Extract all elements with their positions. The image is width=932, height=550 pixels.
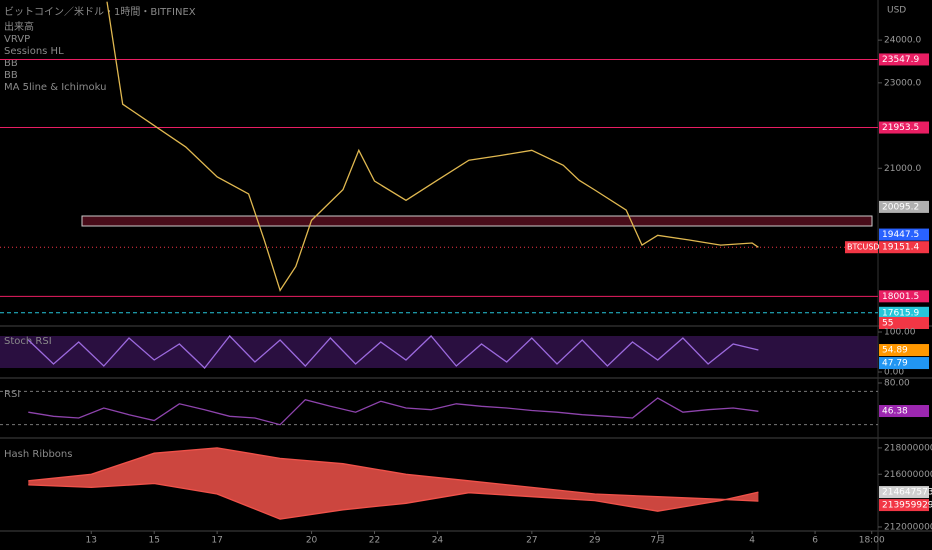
last-value-label-bg [879, 344, 929, 357]
x-tick-label: 6 [812, 536, 818, 546]
last-value-label: 214647573.5 [882, 488, 932, 498]
y-tick-label: 216000000 [884, 470, 932, 480]
x-tick-label: 20 [306, 536, 318, 546]
series-line [106, 1, 759, 292]
price-label-bg [879, 121, 929, 134]
x-tick-label: 18:00 [859, 536, 885, 546]
volume-label: 55 [882, 319, 893, 329]
panel-title: Stoch RSI [4, 336, 52, 347]
price-label-bg [879, 306, 929, 319]
last-price-label: 19151.4 [882, 243, 919, 253]
ribbon-fill [28, 447, 759, 520]
series-line [28, 397, 759, 426]
x-tick-label: 7月 [650, 535, 665, 546]
last-value-label-bg [879, 405, 929, 418]
last-value-label: 47.79 [882, 359, 908, 369]
price-label: 23547.9 [882, 55, 919, 65]
series-line [28, 447, 759, 502]
x-tick-label: 4 [749, 536, 755, 546]
last-value-label-bg [879, 357, 929, 370]
panel-title: Hash Ribbons [4, 449, 72, 460]
x-tick-label: 15 [148, 536, 159, 546]
price-label: 21953.5 [882, 123, 919, 133]
y-tick-label: 212000000 [884, 522, 932, 532]
symbol-bg [845, 241, 878, 254]
indicator-name: VRVP [4, 34, 30, 45]
y-tick-label: 24000.0 [884, 36, 921, 46]
last-price-label-bg [879, 241, 929, 254]
indicator-name: BB [4, 58, 18, 69]
x-tick-label: 13 [86, 536, 97, 546]
indicator-name: BB [4, 70, 18, 81]
price-label-bg [879, 200, 929, 213]
x-tick-label: 22 [369, 536, 380, 546]
volume-label-bg [879, 317, 929, 329]
chart-title: ビットコイン／米ドル・1時間・BITFINEX [4, 5, 196, 18]
price-label: 19447.5 [882, 230, 919, 240]
price-label: 18001.5 [882, 292, 919, 302]
price-label: 17615.9 [882, 308, 919, 318]
x-tick-label: 24 [432, 536, 444, 546]
unit: USD [887, 6, 906, 16]
y-tick-label: 21000.0 [884, 164, 921, 174]
y-tick-label: 218000000 [884, 443, 932, 453]
x-tick-label: 29 [589, 536, 601, 546]
indicator-name: 出来高 [4, 20, 34, 33]
stoch-band [0, 336, 878, 368]
price-label: 20095.2 [882, 202, 919, 212]
last-value-label: 213959929.1 [882, 501, 932, 511]
y-tick-label: 23000.0 [884, 78, 921, 88]
last-value-label-bg [879, 499, 929, 512]
series-line [27, 335, 759, 369]
last-value-label-bg [879, 486, 929, 499]
last-value-label: 54.89 [882, 346, 908, 356]
zone [81, 215, 873, 227]
symbol-label: BTCUSD [847, 243, 880, 252]
indicator-name: MA 5line & Ichimoku [4, 82, 106, 93]
panel-title: RSI [4, 389, 20, 400]
price-label-bg [879, 228, 929, 241]
series-line [28, 482, 759, 520]
price-label-bg [879, 290, 929, 303]
x-tick-label: 27 [526, 536, 537, 546]
last-value-label: 46.38 [882, 407, 908, 417]
x-tick-label: 17 [211, 536, 222, 546]
y-tick-label: 0.00 [884, 368, 904, 378]
y-tick-label: 100.00 [884, 328, 916, 338]
indicator-name: Sessions HL [4, 46, 64, 57]
y-tick-label: 80.00 [884, 379, 910, 389]
price-label-bg [879, 53, 929, 66]
